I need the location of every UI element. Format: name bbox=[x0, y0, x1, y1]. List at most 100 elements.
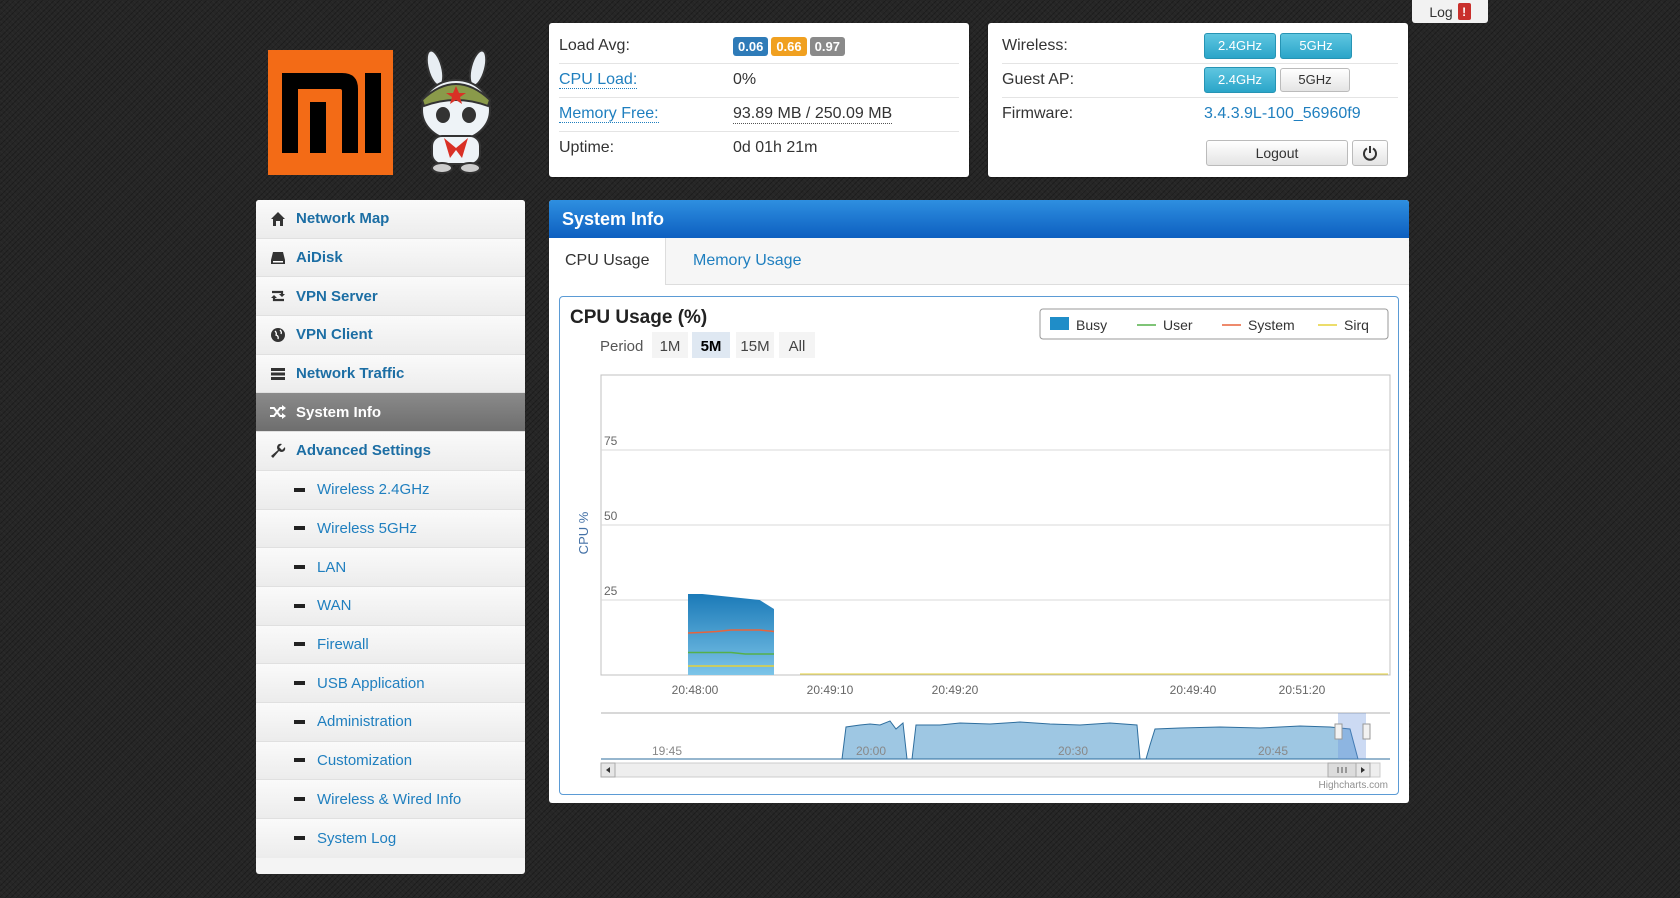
x-tick-label: 20:48:00 bbox=[672, 683, 719, 697]
period-button-5m[interactable]: 5M bbox=[692, 332, 730, 358]
scrollbar-grip-icon bbox=[1337, 767, 1347, 773]
sidebar-subitem-wireless-5ghz[interactable]: Wireless 5GHz bbox=[256, 509, 525, 549]
cpu-usage-chart: CPU Usage (%) Period 1M 5M 15M All Busy User S… bbox=[559, 296, 1399, 795]
navigator-tick-label: 19:45 bbox=[652, 744, 682, 758]
sidebar-item-vpn-server[interactable]: VPN Server bbox=[256, 277, 525, 317]
sidebar-subitem-system-log[interactable]: System Log bbox=[256, 819, 525, 858]
dash-icon bbox=[294, 797, 305, 802]
sidebar-subitem-label: System Log bbox=[317, 829, 397, 847]
series-system-line[interactable] bbox=[687, 629, 775, 634]
uptime-row: Uptime: 0d 01h 21m bbox=[559, 131, 959, 165]
wireless-5ghz-button[interactable]: 5GHz bbox=[1280, 33, 1352, 59]
sidebar-item-vpn-client[interactable]: VPN Client bbox=[256, 316, 525, 355]
guest-5ghz-button[interactable]: 5GHz bbox=[1280, 68, 1350, 92]
period-button-bg bbox=[736, 332, 774, 358]
sidebar-item-network-traffic[interactable]: Network Traffic bbox=[256, 354, 525, 394]
wrench-icon bbox=[271, 443, 286, 458]
chart-legend: Busy User System Sirq bbox=[1039, 308, 1389, 340]
uptime-value: 0d 01h 21m bbox=[733, 139, 818, 156]
period-button-15m[interactable]: 15M bbox=[736, 332, 774, 358]
cpu-load-link[interactable]: CPU Load: bbox=[559, 71, 638, 89]
sidebar-item-advanced-settings[interactable]: Advanced Settings bbox=[256, 432, 525, 471]
cpu-load-value: 0% bbox=[733, 71, 757, 88]
dash-icon bbox=[294, 758, 305, 763]
navigator-selection-window[interactable] bbox=[1338, 713, 1366, 759]
sidebar-item-label: Network Map bbox=[296, 210, 390, 228]
mi-logo bbox=[268, 50, 393, 175]
wireless-row: Wireless: 2.4GHz 5GHz bbox=[1002, 29, 1398, 64]
sidebar-subitem-wireless-wired-info[interactable]: Wireless & Wired Info bbox=[256, 780, 525, 819]
navigator-left-handle[interactable] bbox=[1334, 723, 1343, 740]
sidebar-subitem-label: USB Application bbox=[317, 674, 425, 692]
period-button-all[interactable]: All bbox=[779, 332, 815, 358]
sidebar-subitem-label: Firewall bbox=[317, 635, 369, 653]
sidebar-subitem-administration[interactable]: Administration bbox=[256, 702, 525, 742]
y-tick-label: 75 bbox=[604, 434, 618, 448]
series-user-line[interactable] bbox=[688, 651, 774, 655]
dash-icon bbox=[294, 642, 305, 647]
cpu-load-row: CPU Load: 0% bbox=[559, 63, 959, 98]
sidebar-subitem-usb-application[interactable]: USB Application bbox=[256, 664, 525, 703]
x-tick-label: 20:49:20 bbox=[932, 683, 979, 697]
guest-24ghz-button[interactable]: 2.4GHz bbox=[1204, 67, 1276, 93]
dash-icon bbox=[294, 526, 305, 531]
dash-icon bbox=[294, 565, 305, 570]
period-button-bg bbox=[692, 332, 730, 358]
series-busy-area[interactable] bbox=[688, 594, 774, 675]
log-label: Log bbox=[1429, 3, 1453, 20]
sidebar-subitem-label: LAN bbox=[317, 558, 347, 576]
firmware-row: Firmware: 3.4.3.9L-100_56960f9 bbox=[1002, 97, 1398, 131]
sidebar-subitem-wireless-24ghz[interactable]: Wireless 2.4GHz bbox=[256, 470, 525, 510]
sidebar-subitem-label: Administration bbox=[317, 713, 413, 731]
home-icon bbox=[271, 211, 285, 226]
legend-swatch bbox=[1050, 317, 1069, 330]
chart-title: CPU Usage (%) bbox=[570, 307, 707, 328]
load-avg-row: Load Avg: 0.06 0.66 0.97 bbox=[559, 29, 959, 64]
tab-cpu-usage[interactable]: CPU Usage bbox=[549, 238, 667, 285]
legend-item-system[interactable]: System bbox=[1222, 317, 1295, 333]
reboot-button[interactable] bbox=[1352, 140, 1388, 166]
navigator-right-handle[interactable] bbox=[1362, 723, 1371, 740]
sidebar-item-network-map[interactable]: Network Map bbox=[256, 200, 525, 239]
plot-area: 25 50 75 20:48:00 20:49:10 20:49:20 20:49:40 20… bbox=[600, 374, 1391, 697]
tab-memory-usage[interactable]: Memory Usage bbox=[693, 252, 802, 269]
sidebar-subitem-lan[interactable]: LAN bbox=[256, 548, 525, 587]
legend-item-busy[interactable]: Busy bbox=[1050, 317, 1107, 333]
guest-ap-row: Guest AP: 2.4GHz 5GHz bbox=[1002, 63, 1398, 98]
dash-icon bbox=[294, 681, 305, 686]
legend-label: System bbox=[1248, 317, 1295, 333]
sidebar-subitem-firewall[interactable]: Firewall bbox=[256, 625, 525, 665]
legend-item-sirq[interactable]: Sirq bbox=[1318, 317, 1369, 333]
log-alert-badge: ! bbox=[1457, 3, 1471, 20]
wireless-24ghz-button[interactable]: 2.4GHz bbox=[1204, 33, 1276, 59]
legend-item-user[interactable]: User bbox=[1137, 317, 1193, 333]
sidebar-item-system-info[interactable]: System Info bbox=[256, 393, 525, 433]
sidebar-menu: Network Map AiDisk VPN Server VPN Client… bbox=[256, 200, 525, 874]
wireless-label: Wireless: bbox=[1002, 37, 1068, 54]
sidebar-item-aidisk[interactable]: AiDisk bbox=[256, 238, 525, 278]
sidebar-subitem-customization[interactable]: Customization bbox=[256, 741, 525, 781]
period-selector: Period 1M 5M 15M All bbox=[600, 332, 815, 358]
memory-free-row: Memory Free: 93.89 MB / 250.09 MB bbox=[559, 97, 959, 132]
wireless-panel: Wireless: 2.4GHz 5GHz Guest AP: 2.4GHz 5… bbox=[988, 23, 1408, 177]
logout-button[interactable]: Logout bbox=[1206, 140, 1348, 166]
navigator-scrollbar-track[interactable] bbox=[600, 762, 1381, 778]
disk-icon bbox=[271, 251, 285, 264]
memory-free-value: 93.89 MB / 250.09 MB bbox=[733, 104, 893, 124]
status-panel: Load Avg: 0.06 0.66 0.97 CPU Load: 0% Me… bbox=[549, 23, 969, 177]
legend-label: User bbox=[1163, 317, 1193, 333]
tasks-icon bbox=[271, 367, 285, 380]
sidebar-item-label: VPN Client bbox=[296, 326, 373, 344]
chart-canvas: CPU Usage (%) Period 1M 5M 15M All Busy User S… bbox=[570, 307, 1391, 791]
period-button-1m[interactable]: 1M bbox=[652, 332, 688, 358]
chart-credit[interactable]: Highcharts.com bbox=[1319, 780, 1388, 791]
log-button[interactable]: Log ! bbox=[1412, 0, 1488, 23]
period-button-bg bbox=[779, 332, 815, 358]
firmware-version-link[interactable]: 3.4.3.9L-100_56960f9 bbox=[1204, 105, 1361, 122]
sidebar-item-label: Advanced Settings bbox=[296, 442, 432, 460]
power-icon bbox=[1363, 146, 1377, 161]
sidebar-subitem-wan[interactable]: WAN bbox=[256, 586, 525, 626]
guest-ap-label: Guest AP: bbox=[1002, 71, 1075, 88]
y-tick-label: 25 bbox=[604, 584, 618, 598]
memory-free-link[interactable]: Memory Free: bbox=[559, 105, 659, 123]
